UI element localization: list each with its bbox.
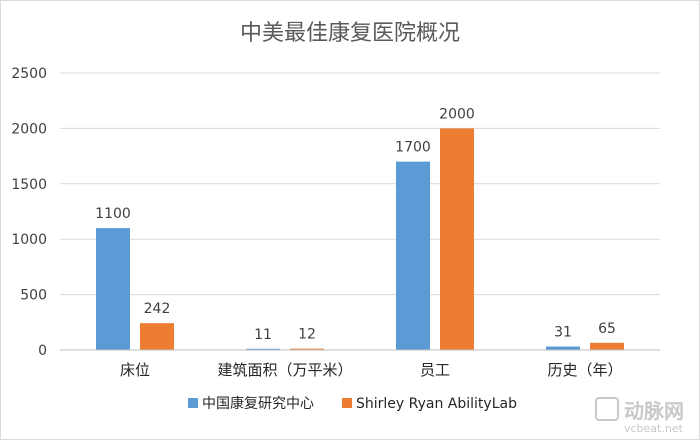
legend-swatch	[342, 398, 352, 408]
y-tick-label: 500	[20, 288, 47, 304]
bar	[590, 342, 624, 350]
bar	[396, 161, 430, 350]
legend-entry: 中国康复研究中心	[202, 395, 314, 412]
watermark: 动脉网 vcbeat.net	[595, 397, 684, 435]
data-labels: 1100 242 11 12 1700 2000 31 65	[95, 106, 616, 342]
bar	[96, 228, 130, 350]
bar-data-label: 31	[554, 325, 572, 341]
bars	[96, 128, 624, 350]
bar	[246, 348, 280, 350]
bar	[140, 323, 174, 350]
x-category-label: 历史（年）	[547, 361, 622, 379]
bar	[546, 346, 580, 350]
x-category-label: 建筑面积（万平米）	[217, 361, 352, 379]
legend-entry: Shirley Ryan AbilityLab	[356, 396, 517, 412]
x-axis-categories: 床位 建筑面积（万平米） 员工 历史（年）	[120, 361, 623, 379]
bar-data-label: 242	[144, 301, 171, 317]
bar-data-label: 1700	[395, 140, 431, 156]
chart-title: 中美最佳康复医院概况	[240, 21, 460, 46]
x-category-label: 床位	[120, 361, 150, 379]
bar-data-label: 1100	[95, 206, 131, 222]
y-tick-label: 1500	[11, 177, 47, 193]
y-axis-ticks: 0 500 1000 1500 2000 2500	[11, 66, 47, 359]
y-tick-label: 1000	[11, 232, 47, 248]
bar-data-label: 65	[598, 321, 616, 337]
bar-data-label: 12	[298, 327, 316, 343]
y-tick-label: 0	[38, 343, 47, 359]
watermark-text: 动脉网	[624, 399, 684, 423]
bar	[440, 128, 474, 350]
y-tick-label: 2500	[11, 66, 47, 82]
legend-swatch	[188, 398, 198, 408]
bar-data-label: 2000	[439, 106, 475, 122]
bar-data-label: 11	[254, 327, 272, 343]
y-tick-label: 2000	[11, 121, 47, 137]
gridlines	[60, 72, 660, 296]
watermark-logo-icon	[595, 397, 619, 421]
x-category-label: 员工	[420, 361, 450, 379]
watermark-subtext: vcbeat.net	[624, 422, 684, 435]
bar	[290, 348, 324, 350]
legend: 中国康复研究中心 Shirley Ryan AbilityLab	[188, 395, 517, 412]
